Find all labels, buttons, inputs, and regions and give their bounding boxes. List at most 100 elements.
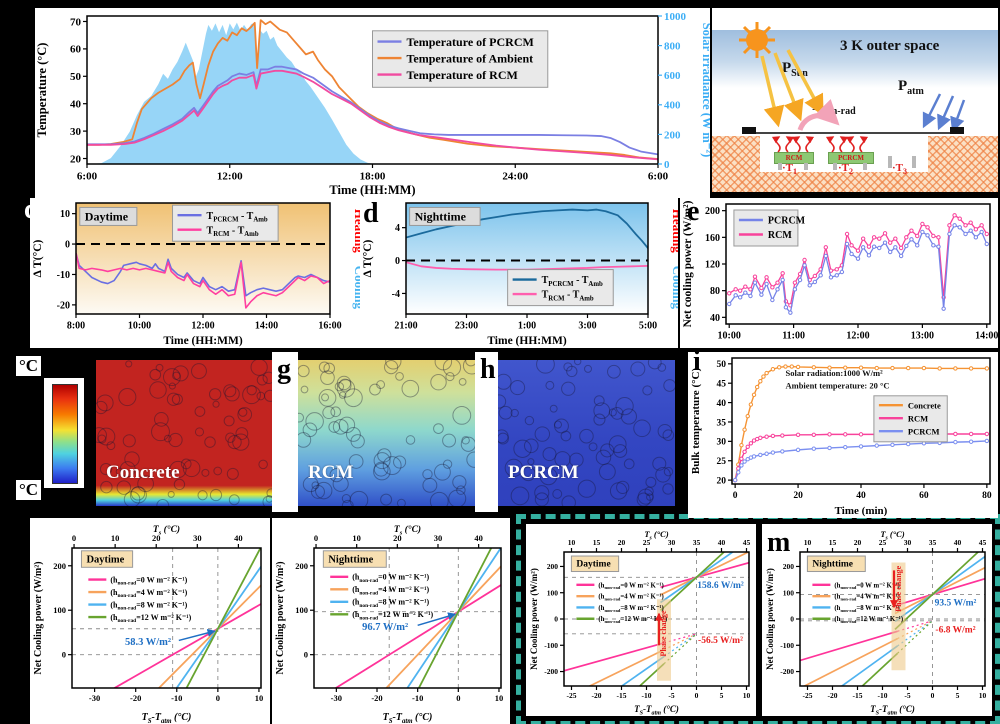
t3-label: ·T3 [892, 162, 908, 177]
svg-text:(hnon-rad=0 W m⁻² K⁻¹): (hnon-rad=0 W m⁻² K⁻¹) [110, 575, 187, 586]
svg-text:45: 45 [979, 538, 987, 547]
svg-text:100: 100 [783, 588, 795, 597]
colorbar-top-label: °C [16, 356, 42, 376]
svg-text:PCRCM: PCRCM [908, 426, 940, 436]
svg-text:-15: -15 [853, 691, 863, 700]
svg-text:30: 30 [434, 533, 443, 543]
svg-text:-10: -10 [171, 693, 182, 703]
svg-text:-5: -5 [668, 691, 674, 700]
svg-text:-20: -20 [57, 300, 70, 311]
svg-text:TPCRCM - TAmb: TPCRCM - TAmb [207, 211, 268, 224]
svg-text:-30: -30 [89, 693, 100, 703]
svg-text:60: 60 [70, 44, 82, 56]
panel-j-daytime-power-chart: -30 -20 -10 0 10 0 100 200 0 10 20 30 40 TS-Tatm (°C)… [30, 518, 270, 724]
thermal-image-pcrcm: PCRCM [498, 360, 675, 506]
concrete-label: Concrete [106, 462, 180, 483]
svg-text:10:00: 10:00 [718, 331, 741, 342]
svg-text:-20: -20 [371, 693, 382, 703]
svg-text:0: 0 [456, 693, 460, 703]
svg-text:RCM: RCM [908, 413, 928, 423]
svg-text:0: 0 [664, 159, 670, 171]
rcm-label: RCM [308, 462, 354, 483]
panel-letter: l [529, 532, 537, 563]
svg-text:12:00: 12:00 [191, 321, 214, 332]
svg-text:10: 10 [568, 538, 576, 547]
svg-text:60: 60 [919, 491, 929, 501]
svg-text:50: 50 [717, 360, 727, 370]
svg-text:5: 5 [720, 691, 724, 700]
svg-text:800: 800 [664, 40, 681, 52]
chart-svg-a: 6:00 12:00 18:00 24:00 6:00 20 30 40 50 60 70 0 200 4… [35, 11, 714, 197]
svg-text:40: 40 [70, 99, 82, 111]
svg-text:Phase change: Phase change [894, 565, 903, 611]
svg-text:0: 0 [72, 533, 76, 543]
svg-text:35: 35 [693, 538, 701, 547]
svg-text:200: 200 [664, 129, 681, 141]
svg-text:(hnon-rad=8 W m⁻² K⁻¹): (hnon-rad=8 W m⁻² K⁻¹) [352, 598, 429, 609]
svg-text:-20: -20 [130, 693, 141, 703]
panel-letter: j [32, 518, 42, 549]
svg-text:Temperature (°C): Temperature (°C) [35, 43, 49, 138]
svg-text:PCRCM: PCRCM [768, 216, 806, 227]
svg-text:200: 200 [547, 562, 559, 571]
svg-text:40: 40 [234, 533, 243, 543]
svg-text:Heating: Heating [670, 209, 678, 254]
svg-text:21:00: 21:00 [394, 321, 417, 332]
svg-text:18:00: 18:00 [360, 170, 386, 182]
svg-text:30: 30 [904, 538, 912, 547]
svg-text:15: 15 [593, 538, 601, 547]
svg-text:TPCRCM - TAmb: TPCRCM - TAmb [542, 275, 603, 288]
bubble-overlay [498, 360, 675, 506]
svg-text:Solar irradiance (W m⁻²): Solar irradiance (W m⁻²) [700, 23, 710, 158]
svg-text:6:00: 6:00 [77, 170, 98, 182]
panel-letter: c [24, 194, 37, 225]
pcrcm-label: PCRCM [508, 462, 579, 483]
svg-text:20: 20 [70, 153, 82, 165]
svg-text:TRCM - TAmb: TRCM - TAmb [542, 290, 594, 303]
svg-text:Net Cooling power (W/m²): Net Cooling power (W/m²) [33, 561, 44, 674]
panel-letter: i [693, 346, 701, 377]
svg-text:Daytime: Daytime [86, 554, 124, 565]
svg-text:-4: -4 [392, 289, 400, 300]
svg-text:Bulk temperature (°C): Bulk temperature (°C) [690, 368, 702, 475]
svg-text:(hnon-rad=0 W m⁻² K⁻¹): (hnon-rad=0 W m⁻² K⁻¹) [598, 582, 663, 590]
panel-letter: g [277, 354, 291, 385]
svg-text:-20: -20 [592, 691, 602, 700]
svg-text:24:00: 24:00 [502, 170, 528, 182]
svg-text:40: 40 [954, 538, 962, 547]
atm-arrows [922, 93, 966, 133]
svg-text:Ts (°C): Ts (°C) [644, 529, 668, 541]
svg-text:-30: -30 [331, 693, 342, 703]
svg-text:20: 20 [618, 538, 626, 547]
svg-text:Temperature of Ambient: Temperature of Ambient [407, 51, 534, 65]
svg-text:5:00: 5:00 [639, 321, 657, 332]
panel-e-net-cooling-chart: 10:00 11:00 12:00 13:00 14:00 40 80 120 160 200 Ne… [680, 198, 998, 348]
svg-text:40: 40 [718, 538, 726, 547]
svg-text:0: 0 [65, 240, 70, 251]
svg-text:Net Cooling power (W/m²): Net Cooling power (W/m²) [529, 568, 539, 670]
svg-text:-25: -25 [567, 691, 577, 700]
svg-text:-10: -10 [412, 693, 423, 703]
svg-text:0: 0 [216, 693, 220, 703]
svg-text:30: 30 [70, 126, 82, 138]
svg-text:-200: -200 [780, 667, 794, 676]
svg-text:25: 25 [879, 538, 887, 547]
svg-text:-56.5 W/m²: -56.5 W/m² [698, 636, 743, 646]
svg-text:-200: -200 [544, 667, 558, 676]
svg-text:13:00: 13:00 [911, 331, 934, 342]
chart-svg-c: 8:00 10:00 12:00 14:00 16:00 10 0 -10 -20 Time (H… [32, 202, 367, 347]
svg-text:Nighttime: Nighttime [328, 554, 373, 565]
svg-text:(hnon-rad=12 W m⁻² K⁻¹): (hnon-rad=12 W m⁻² K⁻¹) [598, 616, 667, 624]
svg-text:-10: -10 [642, 691, 652, 700]
svg-text:100: 100 [295, 605, 308, 615]
temperature-colorbar [52, 384, 78, 484]
svg-text:0: 0 [790, 615, 794, 624]
svg-text:25: 25 [717, 457, 727, 467]
t2-label: ·T2 [838, 162, 854, 177]
svg-text:0: 0 [62, 650, 66, 660]
outer-space-label: 3 K outer space [840, 38, 940, 54]
chart-svg-i: 0 20 40 60 80 20 25 30 35 40 45 50 Time (min) Bulk te… [690, 357, 992, 517]
chart-svg-l: -25 -20 -15 -10 -5 0 5 10 -200 -100 0 100 200 10 15 20 2… [529, 529, 751, 716]
svg-text:Daytime: Daytime [85, 209, 129, 223]
nonrad-arrow [797, 99, 840, 132]
